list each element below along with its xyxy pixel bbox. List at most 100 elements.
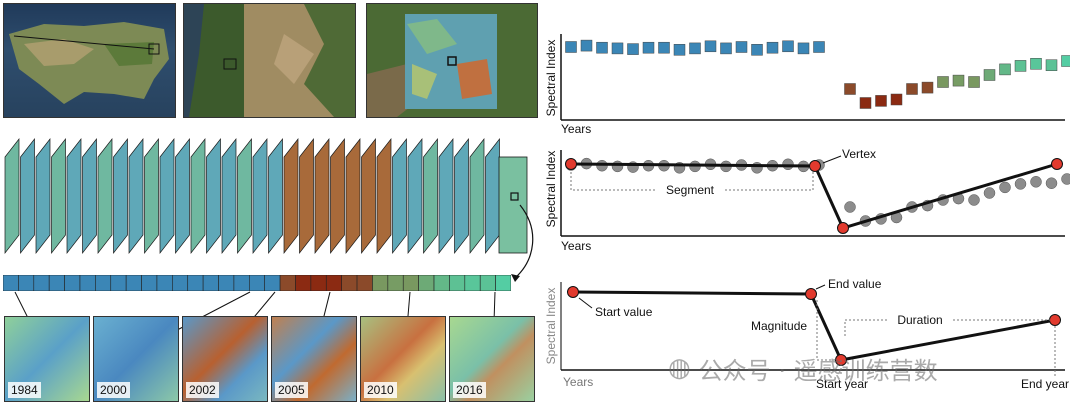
us-map-graphic <box>9 22 169 104</box>
stack-frame <box>407 137 423 255</box>
pixel-cell <box>433 274 450 292</box>
pixel-cell <box>187 274 204 292</box>
raw-data-point <box>797 42 810 55</box>
watermark-text: 公众号 · 遥感训练营数 <box>698 356 938 385</box>
observation-point <box>1014 178 1027 190</box>
stack-frame <box>20 137 35 255</box>
raw-series-chart: Spectral Index Years <box>545 34 1070 136</box>
raw-data-point <box>999 63 1011 76</box>
raw-data-point <box>875 95 887 107</box>
fitted-segments <box>570 162 1058 230</box>
end-value-label: End value <box>828 278 882 291</box>
pixel-cell <box>33 274 50 292</box>
observation-point <box>968 194 980 206</box>
end-value-pointer <box>815 284 826 290</box>
raw-data-point <box>813 41 825 53</box>
thumbnail-year-label: 2002 <box>186 382 219 398</box>
raw-data-point <box>1030 58 1042 70</box>
magnitude-label: Magnitude <box>751 319 807 333</box>
observation-point <box>844 201 856 213</box>
stack-frame <box>66 137 82 255</box>
selected-pixel <box>510 192 519 201</box>
start-vertex <box>567 286 579 298</box>
raw-data-point <box>766 41 779 54</box>
raw-data-point <box>580 39 593 52</box>
vertex-label: Vertex <box>842 147 876 161</box>
pixel-cell <box>387 274 404 292</box>
stack-to-strip-arrow <box>511 204 534 282</box>
pixel-cell <box>249 274 265 292</box>
vertex-point <box>565 158 577 170</box>
vertex-point <box>1051 158 1063 170</box>
x-axis-label: Years <box>561 122 591 136</box>
observation-point <box>983 187 996 199</box>
stack-frame <box>423 137 438 255</box>
stack-frame <box>268 137 283 255</box>
y-axis-label: Spectral Index <box>545 151 558 228</box>
segment-attributes-chart: Spectral Index Years Start value End val… <box>545 278 1069 391</box>
stack-frame <box>206 137 221 255</box>
stack-graphic <box>4 137 528 255</box>
stack-frame <box>82 137 97 255</box>
y-axis-label: Spectral Index <box>545 288 558 365</box>
stack-frame <box>35 137 51 255</box>
stack-frame <box>175 137 190 255</box>
pixel-cell <box>110 274 127 292</box>
study-area-graphic <box>367 4 537 117</box>
study-area-map <box>366 3 538 118</box>
thumbnail-year-label: 1984 <box>8 382 41 398</box>
raw-data-point <box>751 44 763 56</box>
stack-frame <box>330 137 345 255</box>
stack-frame <box>159 137 175 255</box>
pixel-cell <box>449 274 466 292</box>
thumbnail-year-label: 2005 <box>275 382 308 398</box>
stack-frame <box>237 137 252 255</box>
wechat-icon: ◍ <box>668 353 691 383</box>
pixel-cell <box>2 274 19 292</box>
pixel-strip-graphic <box>2 274 512 292</box>
stack-frame <box>128 137 144 255</box>
pixel-strip <box>2 274 512 292</box>
pixel-cell <box>495 274 512 292</box>
x-axis-label: Years <box>563 375 593 389</box>
pixel-cell <box>156 274 173 292</box>
stack-frame <box>469 137 485 255</box>
stack-frame <box>97 137 113 255</box>
pixel-cell <box>79 274 96 292</box>
raw-data-point <box>844 83 856 95</box>
segment-label: Segment <box>666 183 715 197</box>
pixel-cell <box>479 274 496 292</box>
thumbnail-2000: 2000 <box>93 316 179 402</box>
stack-frame <box>376 137 392 255</box>
raw-data-point <box>642 41 655 54</box>
pixel-cell <box>279 274 296 292</box>
stack-frame <box>438 137 454 255</box>
vertex-pointer <box>822 155 842 164</box>
raw-data-point <box>782 40 794 53</box>
duration-label-bg <box>889 312 951 328</box>
pixel-cell <box>141 274 158 292</box>
pixel-cell <box>202 274 219 292</box>
thumbnail-year-label: 2010 <box>364 382 397 398</box>
raw-data-point <box>937 76 949 88</box>
raw-data-point <box>611 42 624 55</box>
raw-data-point <box>658 41 670 54</box>
stack-frame <box>221 137 237 255</box>
raw-data-point <box>859 97 872 109</box>
thumbnail-2005: 2005 <box>271 316 357 402</box>
duration-bracket <box>844 319 1050 336</box>
pixel-cell <box>125 274 142 292</box>
y-axis-label: Spectral Index <box>545 40 558 117</box>
pixel-cell <box>233 274 250 292</box>
observation-point <box>999 181 1011 194</box>
raw-data-point <box>1045 59 1058 71</box>
stack-frame <box>314 137 330 255</box>
segment-lines <box>572 290 1056 362</box>
front-frame <box>498 156 528 254</box>
pixel-cell <box>218 274 235 292</box>
raw-data-point <box>735 41 748 53</box>
stack-frame <box>252 137 268 255</box>
segment-bracket <box>570 172 814 191</box>
vertex-point <box>837 222 849 234</box>
thumbnail-1984: 1984 <box>4 316 90 402</box>
